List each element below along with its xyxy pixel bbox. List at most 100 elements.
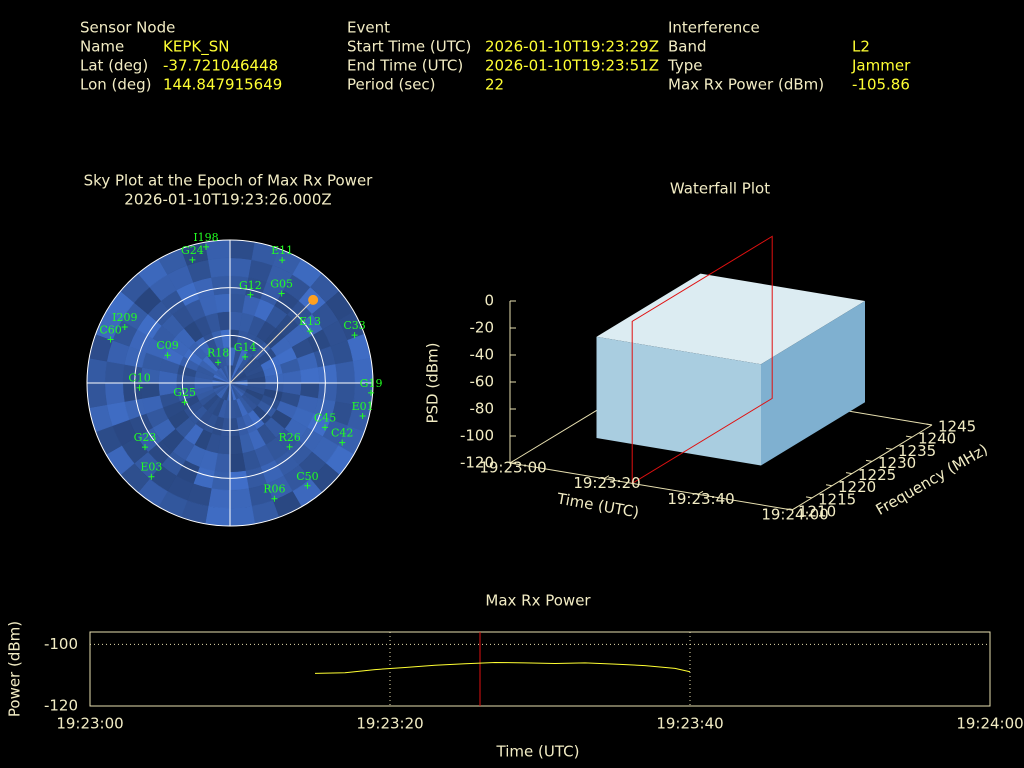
x-tick-label: 19:23:00: [56, 715, 123, 733]
y-tick: [885, 447, 893, 450]
header-value: -105.86: [852, 76, 910, 94]
heat-cell: [317, 364, 338, 384]
z-axis-label: PSD (dBm): [424, 342, 442, 423]
y-axis-label: Power (dBm): [6, 621, 24, 717]
header-label: Lon (deg): [80, 76, 152, 94]
satellite-marker: [278, 290, 285, 297]
satellite-label: G12: [239, 279, 262, 292]
satellite-label: I198: [193, 231, 218, 244]
x-tick-label: 19:23:00: [479, 459, 546, 477]
heat-cell: [207, 488, 231, 509]
y-tick: [865, 459, 873, 462]
satellite-label: G23: [134, 431, 157, 444]
satellite-marker: [164, 352, 171, 359]
x-tick-label: 19:23:40: [667, 490, 734, 508]
heat-cell: [104, 382, 125, 406]
header-title: Interference: [668, 19, 760, 37]
satellite-label: C33: [343, 319, 365, 332]
y-tick-label: -120: [44, 697, 78, 715]
heat-cell: [211, 275, 231, 296]
x-axis-label: Time (UTC): [496, 743, 580, 761]
heat-cell: [86, 357, 108, 384]
z-tick-label: -40: [470, 346, 495, 364]
heat-cell: [229, 239, 256, 261]
chart-title: Waterfall Plot: [670, 180, 770, 198]
z-tick-label: -60: [470, 373, 495, 391]
y-tick: [825, 484, 833, 487]
surface-front: [596, 336, 761, 466]
satellite-marker: [279, 257, 286, 264]
header-value: L2: [852, 38, 870, 56]
satellite-label: E01: [352, 400, 374, 413]
z-tick-label: -80: [470, 400, 495, 418]
header-value: 2026-01-10T19:23:51Z: [485, 57, 659, 75]
z-tick-label: 0: [484, 292, 494, 310]
sky-heatmap: [86, 239, 374, 527]
satellite-marker: [181, 399, 188, 406]
x-tick: [697, 490, 704, 495]
x-tick: [791, 506, 798, 511]
heat-cell: [229, 505, 256, 527]
surface-top: [596, 273, 865, 365]
satellite-label: G05: [270, 278, 293, 291]
header-value: 2026-01-10T19:23:29Z: [485, 38, 659, 56]
y-tick-label: 1240: [918, 430, 956, 448]
satellite-label: G19: [360, 377, 383, 390]
x-axis-label: Time (UTC): [555, 489, 641, 521]
satellite-marker: [202, 243, 209, 250]
y-tick-label: 1220: [838, 478, 876, 496]
satellite-marker: [286, 443, 293, 450]
heat-cell: [229, 470, 249, 491]
epoch-plane: [631, 235, 773, 485]
header-label: Name: [80, 38, 124, 56]
y-tick: [925, 423, 933, 426]
satellite-marker: [242, 353, 249, 360]
surface-side: [761, 301, 865, 466]
x-tick: [603, 475, 610, 480]
header-label: Max Rx Power (dBm): [668, 76, 824, 94]
y-tick-label: -100: [44, 635, 78, 653]
satellite-label: C42: [331, 427, 353, 440]
header-value: -37.721046448: [163, 57, 278, 75]
y-tick-label: 1225: [858, 466, 896, 484]
header-title: Sensor Node: [80, 19, 175, 37]
chart-subtitle: 2026-01-10T19:23:26.000Z: [124, 191, 331, 209]
jammer-direction: [229, 299, 314, 384]
y-tick: [805, 496, 813, 499]
satellite-label: E11: [271, 244, 293, 257]
x-tick-label: 19:23:20: [573, 474, 640, 492]
header-value: 22: [485, 76, 504, 94]
satellite-label: C60: [99, 324, 121, 337]
satellite-label: E03: [140, 461, 162, 474]
y-tick-label: 1215: [818, 490, 856, 508]
satellite-marker: [121, 324, 128, 331]
x-tick-label: 19:23:40: [656, 715, 723, 733]
header-value: KEPK_SN: [163, 38, 229, 57]
satellite-label: I209: [112, 311, 137, 324]
satellite-marker: [136, 384, 143, 391]
z-tick-label: -100: [460, 427, 494, 445]
satellite-label: G14: [234, 341, 257, 354]
chart-title: Sky Plot at the Epoch of Max Rx Power: [84, 172, 374, 190]
heat-cell: [207, 257, 231, 278]
y-tick-label: 1210: [798, 503, 836, 521]
time-axis: [509, 462, 793, 511]
satellite-marker: [189, 256, 196, 263]
satellite-marker: [304, 482, 311, 489]
satellite-marker: [141, 444, 148, 451]
heat-cell: [86, 382, 108, 409]
satellite-marker: [339, 439, 346, 446]
header-value: Jammer: [851, 57, 911, 75]
header-label: Lat (deg): [80, 57, 148, 75]
jammer-marker: [308, 294, 319, 305]
heat-cell: [229, 488, 253, 509]
satellite-marker: [359, 413, 366, 420]
satellite-marker: [322, 424, 329, 431]
power-line: [314, 662, 691, 674]
satellite-marker: [215, 359, 222, 366]
header-label: Band: [668, 38, 707, 56]
x-tick-label: 19:23:20: [356, 715, 423, 733]
heat-cell: [335, 360, 356, 384]
y-tick: [785, 508, 793, 511]
satellite-label: C45: [314, 411, 336, 424]
